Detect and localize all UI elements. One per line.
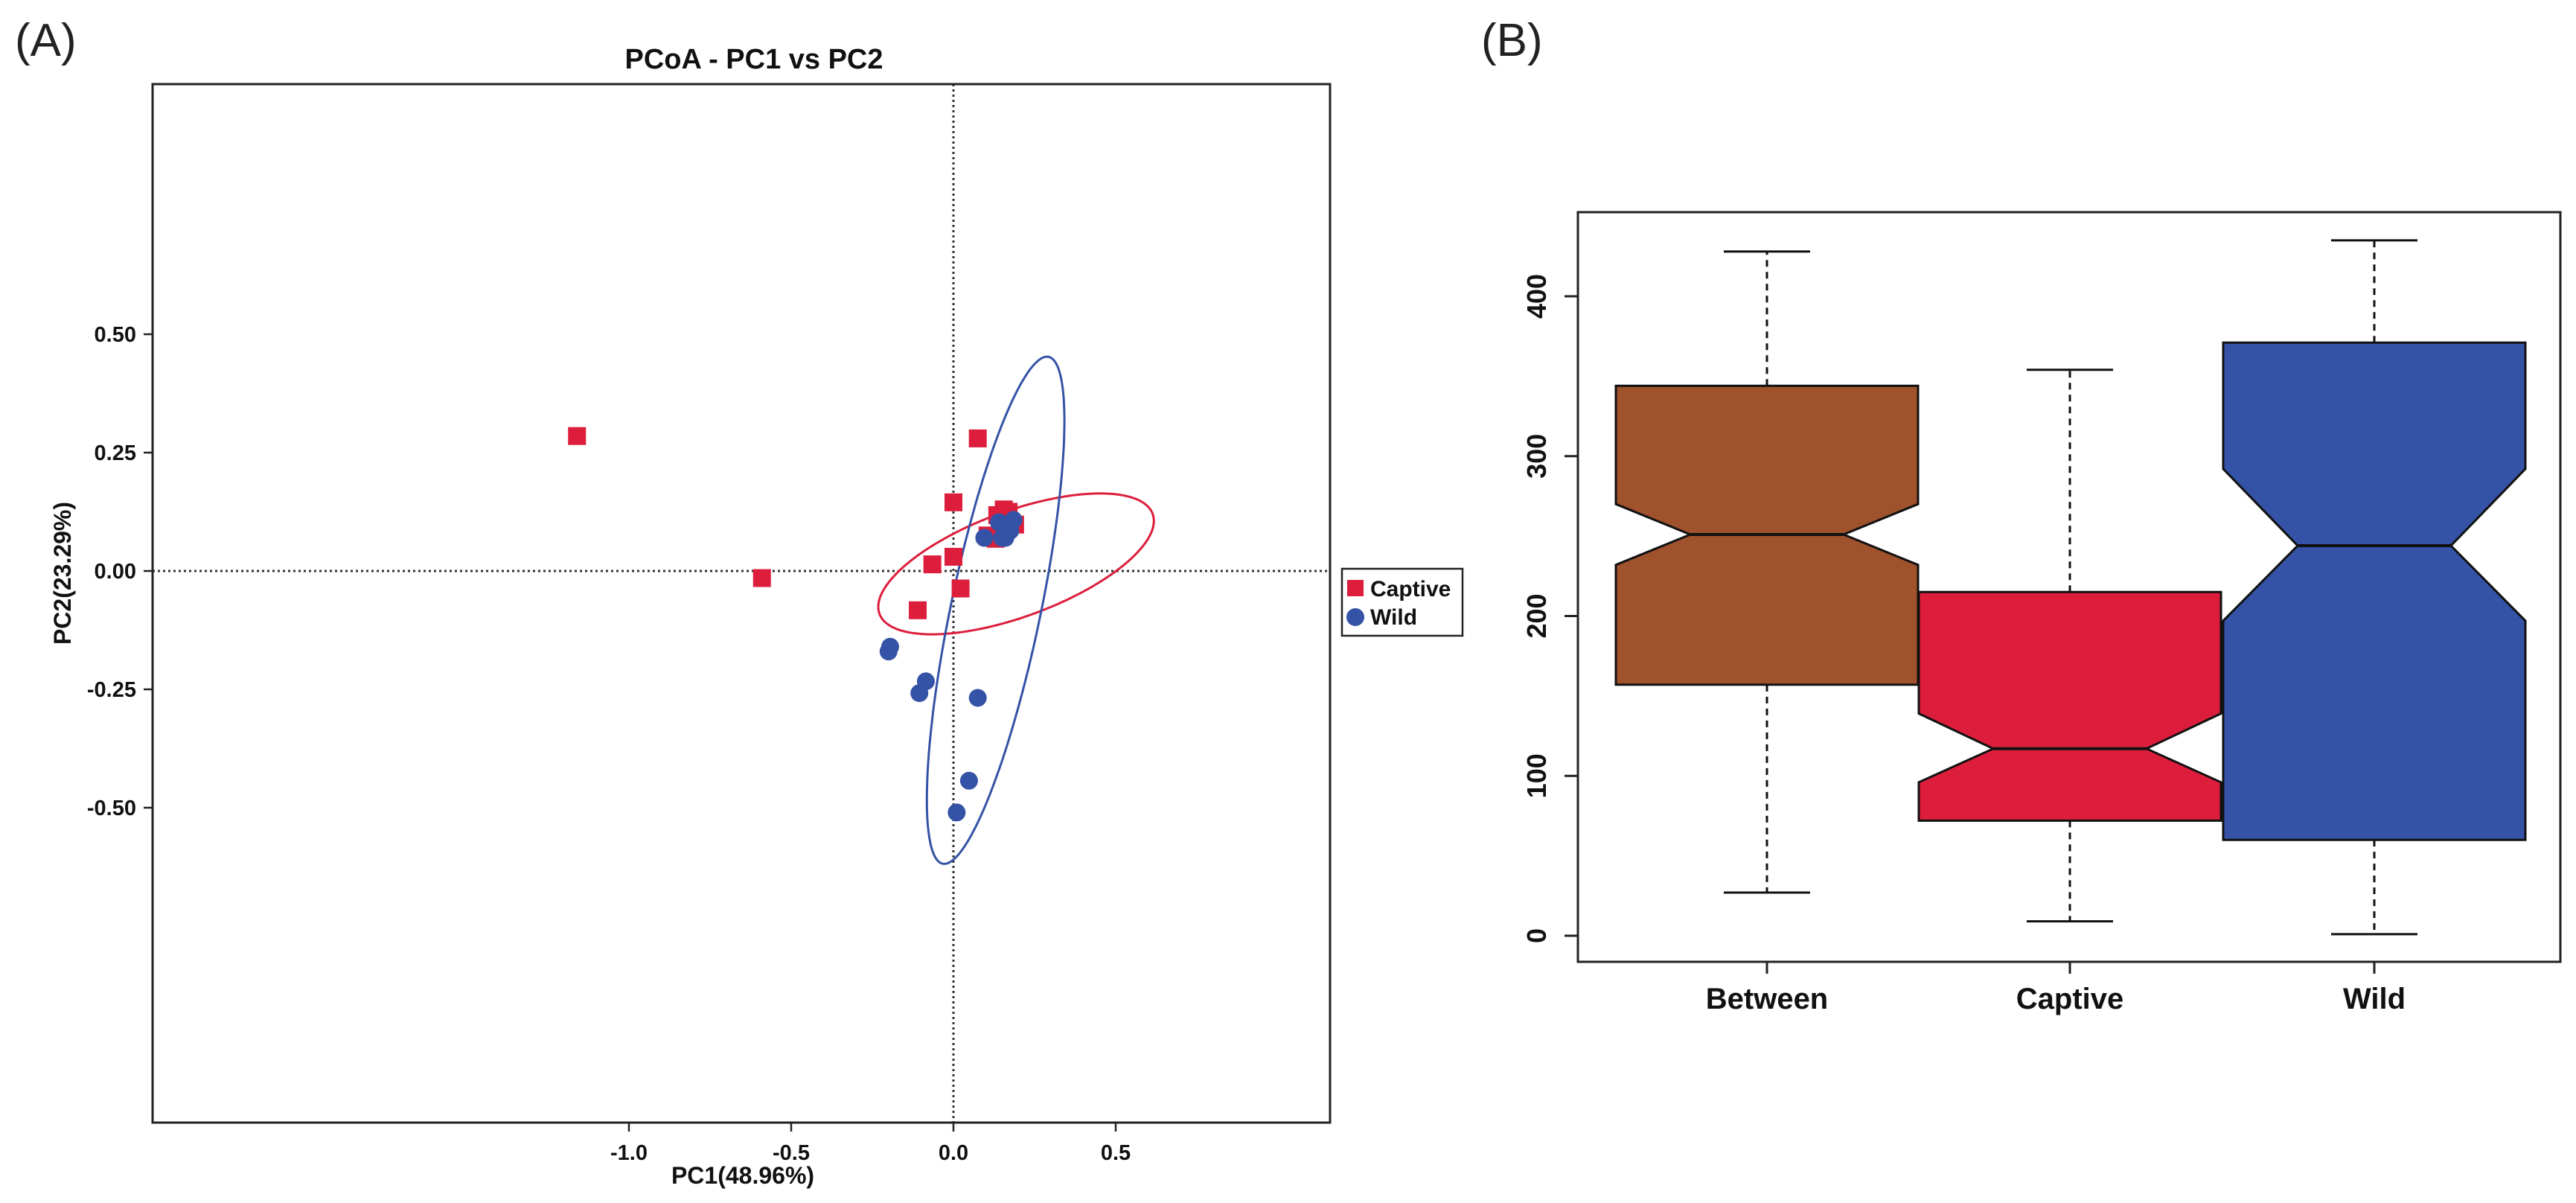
category-label-captive: Captive (2016, 983, 2124, 1015)
reference-lines (153, 84, 1330, 1123)
pcoa-title: PCoA - PC1 vs PC2 (624, 44, 883, 75)
x-axis: -1.0 -0.5 0.0 0.5 (610, 1123, 1131, 1165)
x-tick-label: -1.0 (610, 1141, 648, 1165)
y-tick-label: 0.00 (95, 560, 136, 584)
captive-point (923, 555, 942, 574)
wild-point (959, 771, 978, 790)
y-tick-label-b: 0 (1521, 928, 1552, 943)
y-tick-label: 0.50 (95, 323, 136, 347)
y-tick-label-b: 200 (1521, 593, 1552, 638)
x-axis-label: PC1(48.96%) (671, 1162, 814, 1189)
captive-point (568, 427, 587, 445)
plot-frame (151, 83, 1332, 1124)
captive-point (752, 569, 771, 587)
y-tick-label-b: 100 (1521, 753, 1552, 798)
captive-point (951, 579, 970, 598)
boxes (1614, 239, 2527, 936)
pcoa-chart: PCoA - PC1 vs PC2 -1.0 -0.5 0.0 0.5 -0.50-0… (49, 44, 1464, 1189)
boxplot-chart: 0 100 200 300 400 Between Captive Wild (1521, 211, 2562, 1015)
x-axis-b: Between Captive Wild (1706, 962, 2406, 1015)
wild-point (947, 803, 966, 822)
y-tick-label: -0.25 (87, 678, 136, 702)
captive-point (945, 493, 962, 511)
wild-point (975, 529, 994, 547)
y-axis-label: PC2(23.29%) (49, 502, 76, 645)
captive-point (945, 547, 962, 566)
wild-box (2222, 341, 2527, 841)
panel-b-label: (B) (1481, 15, 1543, 66)
legend-captive-marker (1347, 580, 1364, 596)
y-tick-label: 0.25 (95, 441, 136, 465)
captive-point (909, 601, 927, 619)
y-axis: -0.50 -0.25 0.00 0.25 0.50 (87, 323, 153, 820)
confidence-ellipses (877, 355, 1155, 865)
panel-a-label: (A) (15, 15, 77, 66)
category-label-wild: Wild (2343, 983, 2406, 1015)
wild-point (910, 684, 929, 703)
legend-wild-marker (1346, 608, 1364, 626)
legend: Captive Wild (1340, 567, 1464, 637)
y-tick-label: -0.50 (87, 797, 136, 820)
x-tick-label: 0.0 (939, 1141, 968, 1165)
ellipse-captive (877, 492, 1155, 636)
wild-point (968, 689, 987, 707)
wild-point (879, 642, 898, 661)
ellipse-wild (925, 355, 1066, 865)
legend-wild-label: Wild (1370, 605, 1417, 630)
x-tick-label: 0.5 (1101, 1141, 1131, 1165)
x-tick-label: -0.5 (773, 1141, 810, 1165)
wild-point (996, 529, 1014, 547)
captive-point (968, 429, 987, 447)
y-tick-label-b: 300 (1521, 434, 1552, 479)
category-label-between: Between (1706, 983, 1829, 1015)
data-points (568, 427, 1024, 822)
captive-box (1917, 590, 2222, 822)
y-tick-label-b: 400 (1521, 274, 1552, 319)
legend-captive-label: Captive (1370, 577, 1451, 602)
y-axis-b: 0 100 200 300 400 (1521, 274, 1578, 943)
